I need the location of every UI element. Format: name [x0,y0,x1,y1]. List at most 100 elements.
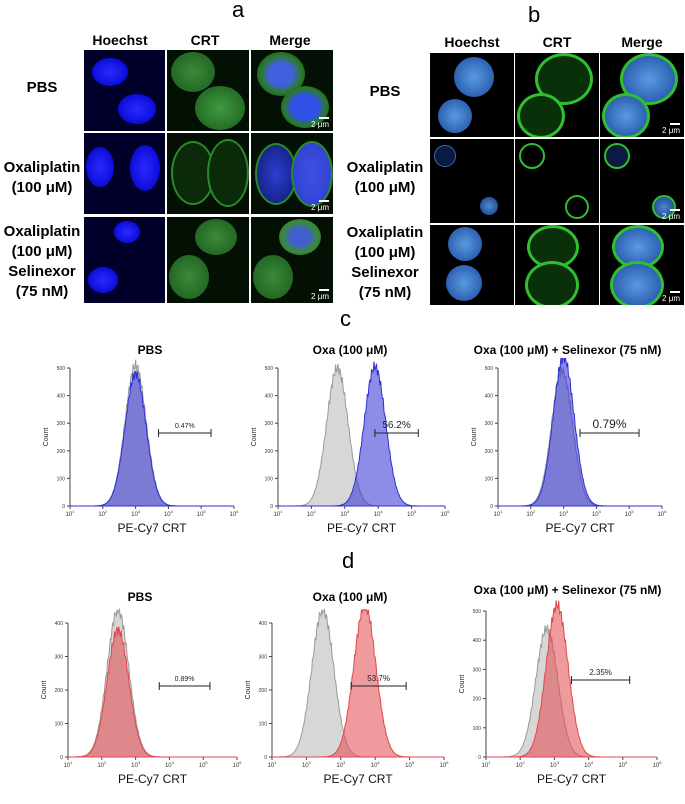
x-tick-label: 104 [374,509,384,518]
x-tick-label: 102 [526,509,536,518]
panel-d-letter: d [342,548,355,573]
panel-a-row-pbs: PBS [0,78,84,98]
control-histogram [68,607,237,758]
panel-b-image-oxa-sel-merge: 2 μm [600,225,684,305]
x-tick-label: 102 [307,509,317,518]
y-tick-label: 300 [473,667,482,673]
panel-a-row-oxa-sel: Oxaliplatin (100 μM) Selinexor (75 nM) [0,222,84,302]
x-tick-label: 105 [618,760,628,769]
y-tick-label: 400 [259,621,268,627]
y-tick-label: 0 [62,504,65,510]
scale-bar: 2 μm [662,209,680,221]
row-label-line: Oxaliplatin [3,223,81,240]
panel-a-col-hoechst: Hoechst [92,32,148,48]
x-axis-label: PE-Cy7 CRT [545,521,615,535]
x-tick-label: 103 [131,760,141,769]
panel-b-col-merge: Merge [621,34,663,50]
y-tick-label: 400 [265,394,274,400]
y-tick-label: 100 [485,476,494,482]
panel-b-image-oxa-hoechst [430,139,514,223]
panel-d-title-1: PBS [127,590,153,604]
y-tick-label: 200 [485,449,494,455]
x-tick-label: 101 [274,509,284,518]
sample-histogram [278,361,445,507]
y-tick-label: 500 [57,366,66,372]
row-label-line: PBS [369,83,401,100]
x-tick-label: 102 [97,760,107,769]
row-label-line: Oxaliplatin [346,159,424,176]
gate-percent-label: 0.47% [175,423,195,430]
x-tick-label: 106 [230,509,240,518]
y-tick-label: 300 [57,421,66,427]
row-label-line: (100 μM) [11,243,73,260]
panel-a-image-oxa-sel-crt [167,217,249,303]
y-tick-label: 100 [259,722,268,728]
panel-d-histogram-oxa-selinexor: 0 100 200 300 400 500 101 102 103 104 105 106 Count P… [459,600,663,786]
row-label-line: PBS [26,79,58,96]
row-label-line: (100 μM) [354,179,416,196]
panel-d-title-2: Oxa (100 μM) [312,590,388,604]
panel-b-row-pbs: PBS [340,82,430,102]
y-tick-label: 300 [259,655,268,661]
panel-c-title-1: PBS [137,343,163,357]
panel-a-image-oxa-sel-merge: 2 μm [251,217,333,303]
y-tick-label: 200 [265,449,274,455]
panel-c-histogram-oxa: 0 100 200 300 400 500 101 102 103 104 105 106 Count P… [251,361,450,535]
row-label-line: (75 nM) [15,283,69,300]
x-tick-label: 103 [559,509,569,518]
x-tick-label: 104 [164,509,174,518]
scale-bar: 2 μm [311,200,329,212]
y-tick-label: 400 [55,621,64,627]
gate-percent-label: 0.79% [593,417,627,431]
panel-a-image-pbs-hoechst [84,50,165,131]
panel-c-title-2: Oxa (100 μM) [312,343,388,357]
panel-a-letter: a [232,0,245,22]
y-tick-label: 400 [485,394,494,400]
x-tick-label: 103 [131,509,141,518]
y-tick-label: 300 [485,421,494,427]
x-tick-label: 104 [371,760,381,769]
y-tick-label: 400 [473,638,482,644]
x-tick-label: 105 [625,509,635,518]
x-tick-label: 105 [199,760,209,769]
y-tick-label: 0 [60,755,63,761]
x-axis-label: PE-Cy7 CRT [117,521,187,535]
gate-percent-label: 53.7% [367,674,390,683]
y-axis-label: Count [245,681,252,700]
x-tick-label: 106 [233,760,243,769]
panel-b-image-oxa-sel-hoechst [430,225,514,305]
x-axis-label: PE-Cy7 CRT [118,772,188,786]
x-tick-label: 105 [197,509,207,518]
y-tick-label: 100 [473,726,482,732]
x-tick-label: 104 [592,509,602,518]
x-tick-label: 101 [268,760,278,769]
panel-a-row-oxa: Oxaliplatin (100 μM) [0,158,84,198]
panel-b-image-oxa-merge: 2 μm [600,139,684,223]
panel-b-row-oxa: Oxaliplatin (100 μM) [340,158,430,198]
y-tick-label: 300 [265,421,274,427]
x-tick-label: 106 [653,760,663,769]
y-tick-label: 500 [473,609,482,615]
y-axis-label: Count [459,675,466,694]
panel-a-col-merge: Merge [269,32,311,48]
x-tick-label: 103 [550,760,560,769]
panel-a-image-pbs-crt [167,50,249,131]
y-tick-label: 0 [478,755,481,761]
y-axis-label: Count [43,428,50,447]
y-tick-label: 300 [55,655,64,661]
y-tick-label: 400 [57,394,66,400]
x-tick-label: 101 [64,760,74,769]
x-tick-label: 103 [336,760,346,769]
panel-b-row-oxa-sel: Oxaliplatin (100 μM) Selinexor (75 nM) [340,223,430,303]
x-tick-label: 104 [584,760,594,769]
x-axis-label: PE-Cy7 CRT [327,521,397,535]
panel-b-image-pbs-merge: 2 μm [600,53,684,137]
y-tick-label: 200 [259,688,268,694]
x-tick-label: 106 [658,509,668,518]
panel-a-col-crt: CRT [190,32,220,48]
x-tick-label: 102 [516,760,526,769]
panel-b-image-pbs-hoechst [430,53,514,137]
panel-b-image-oxa-crt [515,139,599,223]
sample-histogram [486,600,657,758]
y-tick-label: 100 [55,722,64,728]
